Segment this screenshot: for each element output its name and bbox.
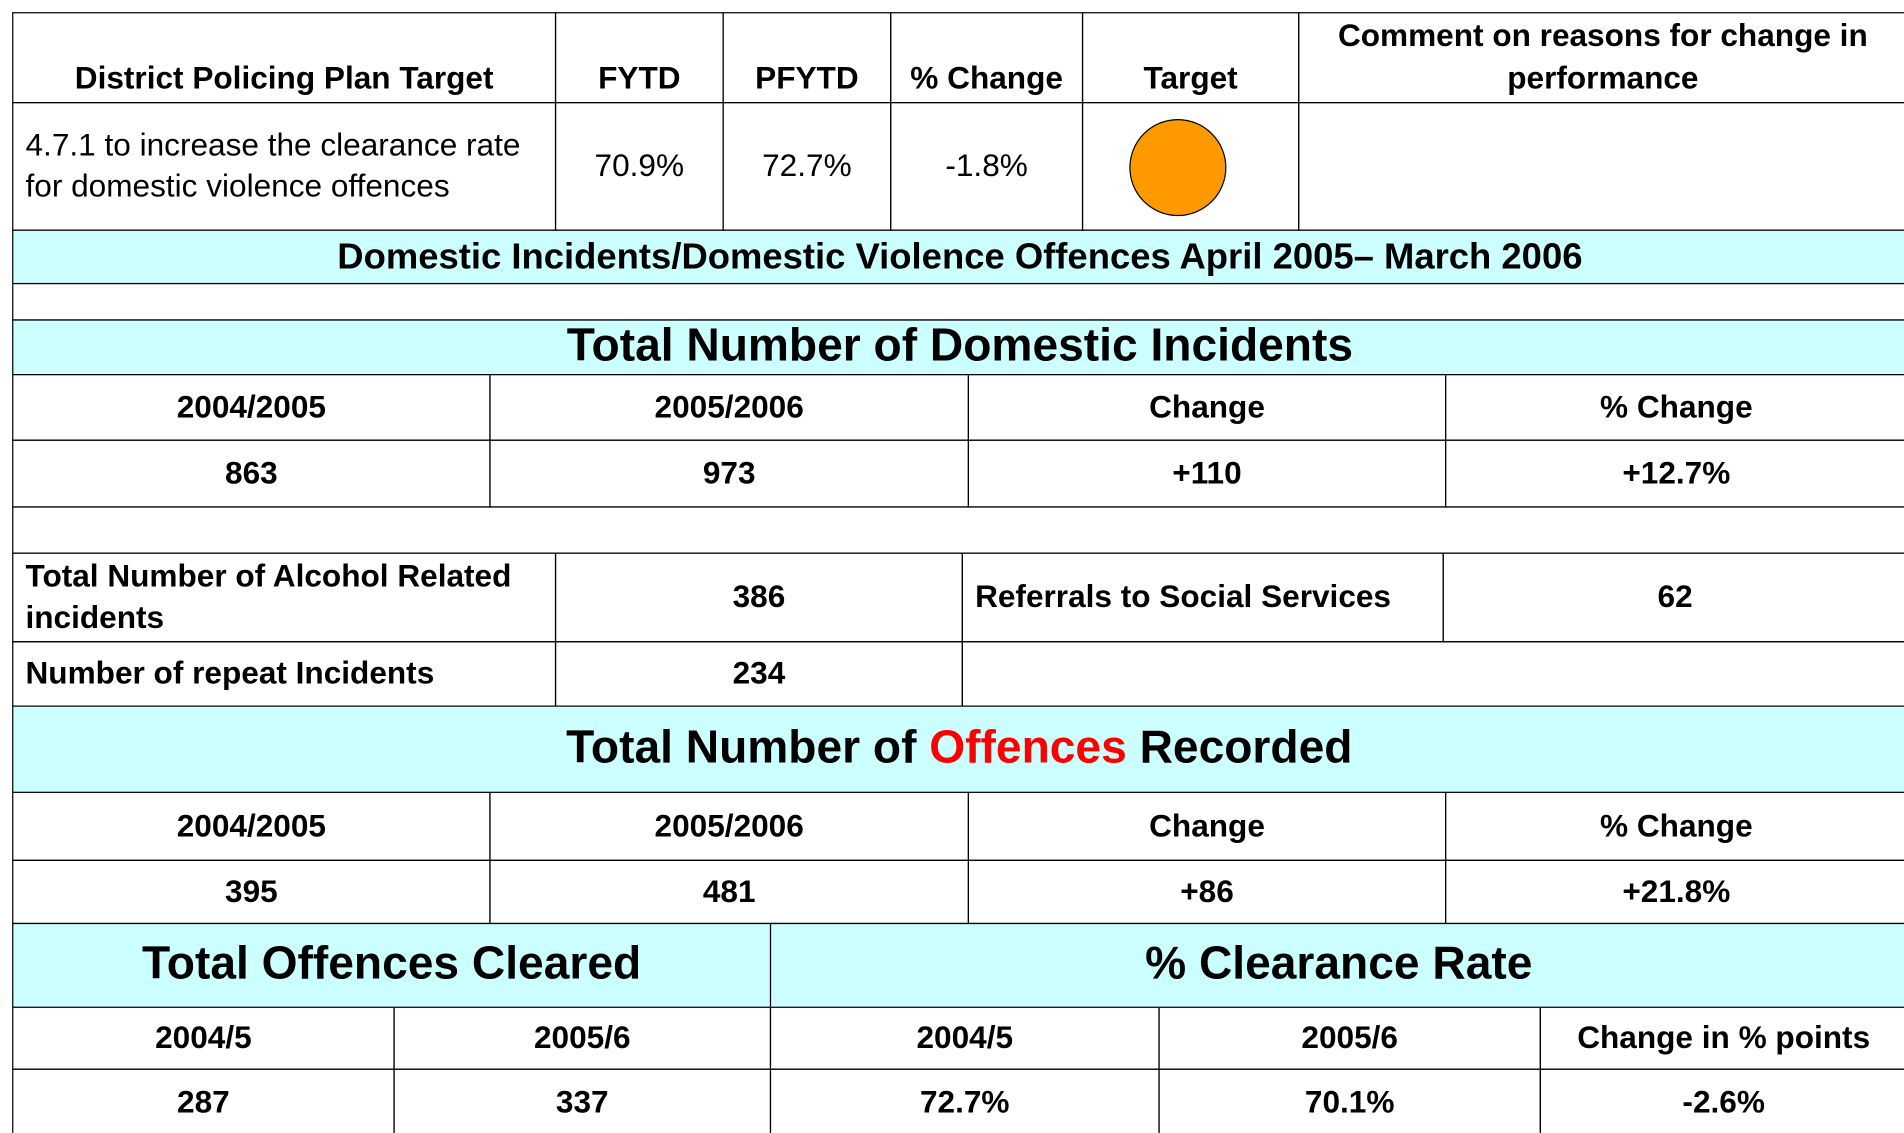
header-cell: 2005/6	[393, 1006, 772, 1070]
header-cell: 2004/2005	[12, 791, 491, 861]
value-cell: 395	[12, 859, 491, 925]
value-cell: 70.9%	[554, 102, 724, 231]
header-cell: % Change	[1445, 791, 1904, 861]
label-cell: Number of repeat Incidents	[12, 641, 557, 707]
value-cell: 62	[1442, 552, 1904, 643]
value-cell: 973	[489, 439, 970, 508]
value-cell: +12.7%	[1445, 439, 1904, 508]
header-cell: 2005/2006	[489, 374, 970, 441]
header-cell: Target	[1081, 12, 1300, 104]
header-cell: Comment on reasons for change in perform…	[1298, 12, 1904, 104]
header-cell: District Policing Plan Target	[12, 12, 557, 104]
section-title: Total Offences Cleared	[12, 922, 772, 1008]
value-cell: +21.8%	[1445, 859, 1904, 925]
section-title: Total Number of Domestic Incidents	[12, 319, 1904, 376]
value-cell: 386	[554, 552, 963, 643]
header-cell: Change	[967, 791, 1447, 861]
value-cell: 287	[12, 1068, 395, 1133]
comment-cell	[1298, 102, 1904, 231]
section-title: % Clearance Rate	[769, 922, 1904, 1008]
title-part-highlight: Offences	[929, 722, 1127, 774]
spacer-row	[12, 506, 1904, 554]
offences-title: Total Number of Offences Recorded	[12, 705, 1904, 793]
value-cell: 72.7%	[769, 1068, 1160, 1133]
value-cell: 863	[12, 439, 491, 508]
header-cell: 2005/6	[1158, 1006, 1541, 1070]
header-cell: % Change	[1445, 374, 1904, 441]
header-cell: Change	[967, 374, 1447, 441]
header-cell: 2005/2006	[489, 791, 970, 861]
target-indicator	[1129, 119, 1227, 217]
value-cell: 481	[489, 859, 970, 925]
header-cell: Change in % points	[1539, 1006, 1904, 1070]
value-cell: 234	[554, 641, 963, 707]
header-cell: FYTD	[554, 12, 724, 104]
empty-cell	[961, 641, 1904, 707]
value-cell: -2.6%	[1539, 1068, 1904, 1133]
value-cell: 337	[393, 1068, 772, 1133]
value-cell: +110	[967, 439, 1447, 508]
label-cell: Referrals to Social Services	[961, 552, 1444, 643]
header-cell: 2004/5	[12, 1006, 395, 1070]
value-cell: 70.1%	[1158, 1068, 1541, 1133]
banner: Domestic Incidents/Domestic Violence Off…	[12, 229, 1904, 285]
spacer-row	[12, 282, 1904, 321]
label-cell: Total Number of Alcohol Related incident…	[12, 552, 557, 643]
title-part: Total Number of	[566, 722, 917, 774]
header-cell: 2004/5	[769, 1006, 1160, 1070]
target-description: 4.7.1 to increase the clearance rate for…	[12, 102, 557, 231]
header-cell: 2004/2005	[12, 374, 491, 441]
value-cell: +86	[967, 859, 1447, 925]
header-cell: % Change	[890, 12, 1084, 104]
title-part: Recorded	[1139, 722, 1353, 774]
value-cell: 72.7%	[722, 102, 892, 231]
header-cell: PFYTD	[722, 12, 892, 104]
value-cell: -1.8%	[890, 102, 1084, 231]
